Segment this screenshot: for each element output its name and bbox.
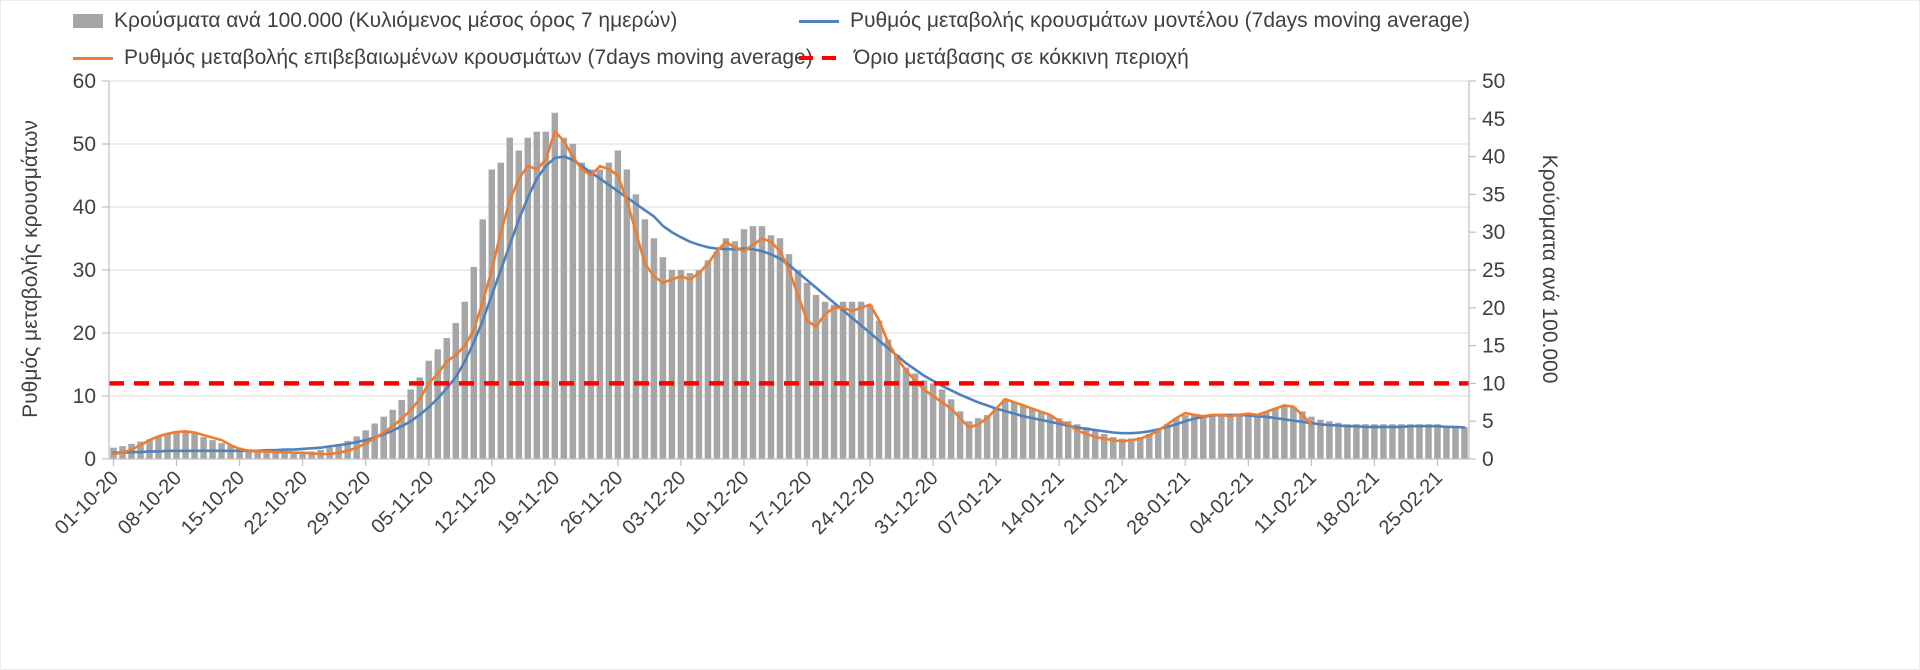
svg-text:15: 15 [1482, 335, 1505, 358]
svg-text:01-10-20: 01-10-20 [51, 467, 123, 539]
legend-label-confirmed-rate: Ρυθμός μεταβολής επιβεβαιωμένων κρουσμάτ… [124, 46, 813, 69]
svg-text:18-02-21: 18-02-21 [1312, 467, 1384, 539]
svg-text:30: 30 [73, 259, 96, 282]
svg-text:25: 25 [1482, 259, 1505, 282]
legend-item-cases-bars: Κρούσματα ανά 100.000 (Κυλιόμενος μέσος … [73, 9, 799, 33]
svg-text:40: 40 [73, 196, 96, 219]
svg-text:14-01-21: 14-01-21 [997, 467, 1069, 539]
svg-text:50: 50 [1482, 70, 1505, 93]
svg-text:29-10-20: 29-10-20 [303, 467, 375, 539]
blue-line-swatch-icon [799, 19, 839, 23]
svg-text:10-12-20: 10-12-20 [681, 467, 753, 539]
svg-text:10: 10 [73, 385, 96, 408]
svg-text:0: 0 [1482, 448, 1494, 471]
legend-label-cases-bars: Κρούσματα ανά 100.000 (Κυλιόμενος μέσος … [114, 9, 678, 32]
svg-text:30: 30 [1482, 221, 1505, 244]
svg-text:07-01-21: 07-01-21 [934, 467, 1006, 539]
svg-text:50: 50 [73, 133, 96, 156]
svg-text:60: 60 [73, 70, 96, 93]
svg-text:25-02-21: 25-02-21 [1375, 467, 1447, 539]
svg-text:22-10-20: 22-10-20 [240, 467, 312, 539]
svg-text:20: 20 [1482, 297, 1505, 320]
bars-series [110, 112, 1468, 460]
orange-line-swatch-icon [73, 56, 113, 60]
svg-text:04-02-21: 04-02-21 [1186, 467, 1258, 539]
right-axis-ticks: 0 5 10 15 20 25 30 35 40 45 50 [1469, 70, 1505, 471]
legend-item-threshold: Όριο μετάβασης σε κόκκινη περιοχή [799, 46, 1470, 70]
svg-text:31-12-20: 31-12-20 [870, 467, 942, 539]
svg-text:10: 10 [1482, 372, 1505, 395]
gray-bar-swatch-icon [73, 14, 103, 28]
svg-text:12-11-20: 12-11-20 [430, 467, 501, 538]
legend-item-model-rate: Ρυθμός μεταβολής κρουσμάτων μοντέλου (7d… [799, 9, 1470, 33]
red-dashed-line-swatch-icon [799, 56, 843, 60]
svg-text:45: 45 [1482, 108, 1505, 131]
svg-text:35: 35 [1482, 183, 1505, 206]
left-axis-ticks: 0 10 20 30 40 50 60 [73, 70, 109, 471]
svg-text:05-11-20: 05-11-20 [367, 467, 438, 538]
svg-text:21-01-21: 21-01-21 [1060, 467, 1132, 539]
svg-text:24-12-20: 24-12-20 [807, 467, 879, 539]
legend-label-model-rate: Ρυθμός μεταβολής κρουσμάτων μοντέλου (7d… [850, 9, 1470, 32]
confirmed-rate-line [112, 130, 1313, 456]
svg-text:26-11-20: 26-11-20 [556, 467, 627, 538]
svg-text:17-12-20: 17-12-20 [744, 467, 816, 539]
svg-text:11-02-21: 11-02-21 [1250, 467, 1321, 538]
svg-text:08-10-20: 08-10-20 [114, 467, 186, 539]
x-axis-ticks: 01-10-2008-10-2015-10-2022-10-2029-10-20… [51, 459, 1447, 539]
legend-label-threshold: Όριο μετάβασης σε κόκκινη περιοχή [854, 46, 1189, 69]
svg-text:19-11-20: 19-11-20 [493, 467, 564, 538]
svg-text:15-10-20: 15-10-20 [177, 467, 249, 539]
legend-item-confirmed-rate: Ρυθμός μεταβολής επιβεβαιωμένων κρουσμάτ… [73, 46, 813, 70]
svg-text:0: 0 [84, 448, 96, 471]
svg-text:40: 40 [1482, 146, 1505, 169]
legend: Κρούσματα ανά 100.000 (Κυλιόμενος μέσος … [73, 9, 1470, 70]
svg-text:28-01-21: 28-01-21 [1123, 467, 1195, 539]
svg-text:03-12-20: 03-12-20 [618, 467, 690, 539]
svg-text:5: 5 [1482, 410, 1494, 433]
svg-text:20: 20 [73, 322, 96, 345]
